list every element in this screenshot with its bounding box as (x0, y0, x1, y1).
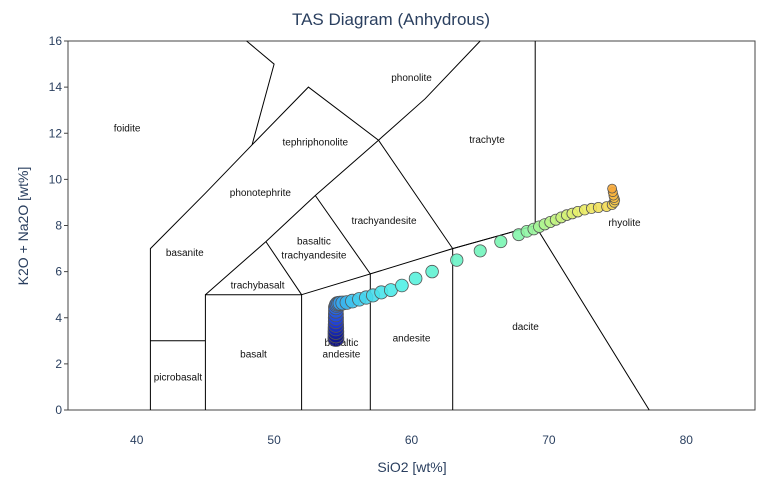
data-point (473, 244, 487, 258)
data-point (425, 264, 439, 279)
field-boundary (205, 139, 379, 296)
field-boundary (265, 241, 303, 295)
field-label: basanite (166, 248, 204, 259)
y-tick-label: 4 (55, 311, 62, 325)
y-tick-label: 14 (49, 80, 63, 94)
data-point (494, 235, 508, 249)
x-axis-title: SiO2 [wt%] (377, 459, 446, 475)
field-label: andesite (393, 334, 431, 345)
field-boundary (314, 195, 371, 275)
field-label: basaltic (297, 237, 331, 248)
x-tick-label: 70 (542, 433, 556, 447)
field-label: picrobasalt (154, 373, 203, 384)
y-axis-title: K2O + Na2O [wt%] (15, 167, 31, 286)
field-label: rhyolite (608, 218, 641, 229)
x-tick-label: 40 (130, 433, 144, 447)
field-label: phonotephrite (230, 188, 292, 199)
x-tick-label: 80 (680, 433, 694, 447)
field-label: andesite (323, 350, 361, 361)
field-label: basalt (240, 350, 267, 361)
field-label: trachyandesite (281, 250, 346, 261)
y-tick-label: 0 (55, 403, 62, 417)
y-tick-label: 10 (49, 172, 63, 186)
field-boundary (246, 40, 275, 145)
field-boundary (370, 247, 454, 410)
y-tick-label: 2 (55, 357, 62, 371)
y-tick-label: 6 (55, 265, 62, 279)
plot-area: 40 50 60 70 80 0 2 4 6 8 10 12 14 16 foidite phonolite t… (49, 34, 756, 447)
y-tick-label: 16 (49, 34, 63, 48)
data-point (607, 183, 617, 194)
data-point (408, 271, 423, 286)
field-boundary (378, 40, 481, 141)
x-tick-label: 50 (267, 433, 281, 447)
field-label: foidite (114, 124, 141, 135)
field-label: trachyandesite (351, 216, 416, 227)
field-boundary (204, 294, 303, 410)
chart-title: TAS Diagram (Anhydrous) (292, 10, 490, 29)
field-label: trachyte (469, 135, 505, 146)
field-label: dacite (512, 322, 539, 333)
field-label: phonolite (391, 73, 432, 84)
y-tick-label: 8 (55, 219, 62, 233)
field-boundary (149, 86, 650, 411)
field-label: tephriphonolite (283, 137, 349, 148)
x-tick-label: 60 (405, 433, 419, 447)
data-point (450, 253, 464, 267)
data-point (395, 278, 409, 293)
y-tick-label: 12 (49, 126, 63, 140)
field-label: trachybasalt (231, 280, 285, 291)
